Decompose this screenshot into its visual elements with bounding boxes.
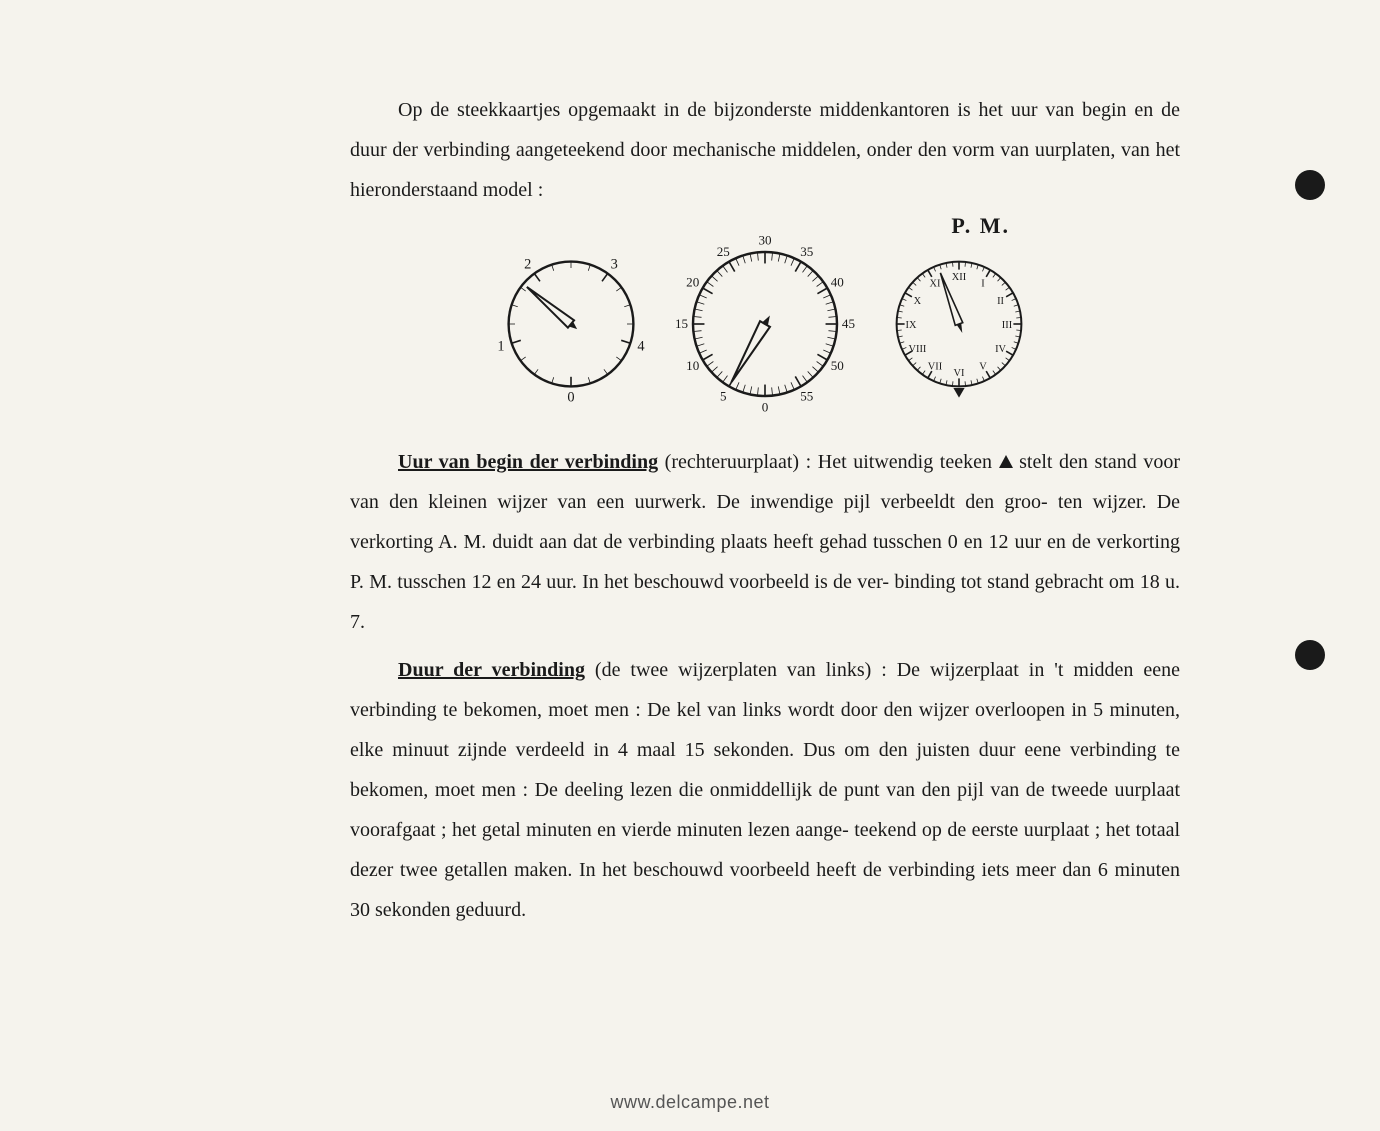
section1-heading: Uur van begin der verbinding xyxy=(398,451,658,473)
svg-text:VII: VII xyxy=(928,362,943,373)
svg-text:IV: IV xyxy=(995,344,1006,355)
svg-text:IX: IX xyxy=(906,320,917,331)
svg-text:XII: XII xyxy=(952,272,967,283)
svg-text:5: 5 xyxy=(720,388,727,403)
svg-text:4: 4 xyxy=(637,339,644,355)
svg-text:0: 0 xyxy=(567,390,574,404)
svg-text:V: V xyxy=(979,362,987,373)
svg-text:45: 45 xyxy=(842,316,855,331)
dials-row: P. M. 01234 0510152025303540455055 xyxy=(350,234,1180,414)
content-block: Op de steekkaartjes opgemaakt in de bijz… xyxy=(350,90,1180,930)
watermark: www.delcampe.net xyxy=(610,1092,769,1113)
svg-text:III: III xyxy=(1002,320,1013,331)
dial-middle: 0 5 10 15 20 25 30 35 40 45 50 55 xyxy=(675,234,855,414)
section2-after-heading: (de twee wijzerplaten van links) : De wi… xyxy=(585,659,1133,681)
svg-text:VIII: VIII xyxy=(908,344,926,355)
svg-text:2: 2 xyxy=(524,256,531,272)
triangle-icon xyxy=(999,455,1013,468)
svg-text:10: 10 xyxy=(686,358,700,373)
punch-hole-top xyxy=(1295,170,1325,200)
section1-paragraph: Uur van begin der verbinding (rechteruur… xyxy=(350,442,1180,642)
dial-right: XIIIIIIIIIVVVIVIIVIIIIXXXI xyxy=(879,244,1039,404)
pm-label: P. M. xyxy=(951,204,1010,248)
svg-text:30: 30 xyxy=(758,234,772,248)
svg-text:25: 25 xyxy=(717,244,731,259)
svg-text:XI: XI xyxy=(930,278,942,289)
document-page: Op de steekkaartjes opgemaakt in de bijz… xyxy=(0,0,1380,1131)
svg-text:20: 20 xyxy=(686,274,700,289)
intro-paragraph: Op de steekkaartjes opgemaakt in de bijz… xyxy=(350,90,1180,210)
svg-text:1: 1 xyxy=(497,339,504,355)
section2-paragraph: Duur der verbinding (de twee wijzerplate… xyxy=(350,650,1180,930)
svg-text:40: 40 xyxy=(831,274,845,289)
svg-text:X: X xyxy=(914,296,922,307)
svg-text:50: 50 xyxy=(831,358,845,373)
svg-text:3: 3 xyxy=(611,256,618,272)
section1-after-heading: (rechteruurplaat) : Het uitwendig teeken xyxy=(658,451,998,473)
svg-text:I: I xyxy=(981,278,985,289)
svg-text:II: II xyxy=(997,296,1004,307)
svg-text:0: 0 xyxy=(762,400,769,414)
svg-text:55: 55 xyxy=(800,388,814,403)
intro-line1: Op de steekkaartjes opgemaakt in de bijz… xyxy=(398,99,1127,121)
section1-after-triangle: stelt den xyxy=(1013,451,1088,473)
svg-text:15: 15 xyxy=(675,316,689,331)
svg-text:35: 35 xyxy=(800,244,814,259)
svg-text:VI: VI xyxy=(954,368,966,379)
dial-left: 0 1 2 3 4 xyxy=(491,244,651,404)
punch-hole-bottom xyxy=(1295,640,1325,670)
section2-heading: Duur der verbinding xyxy=(398,659,585,681)
